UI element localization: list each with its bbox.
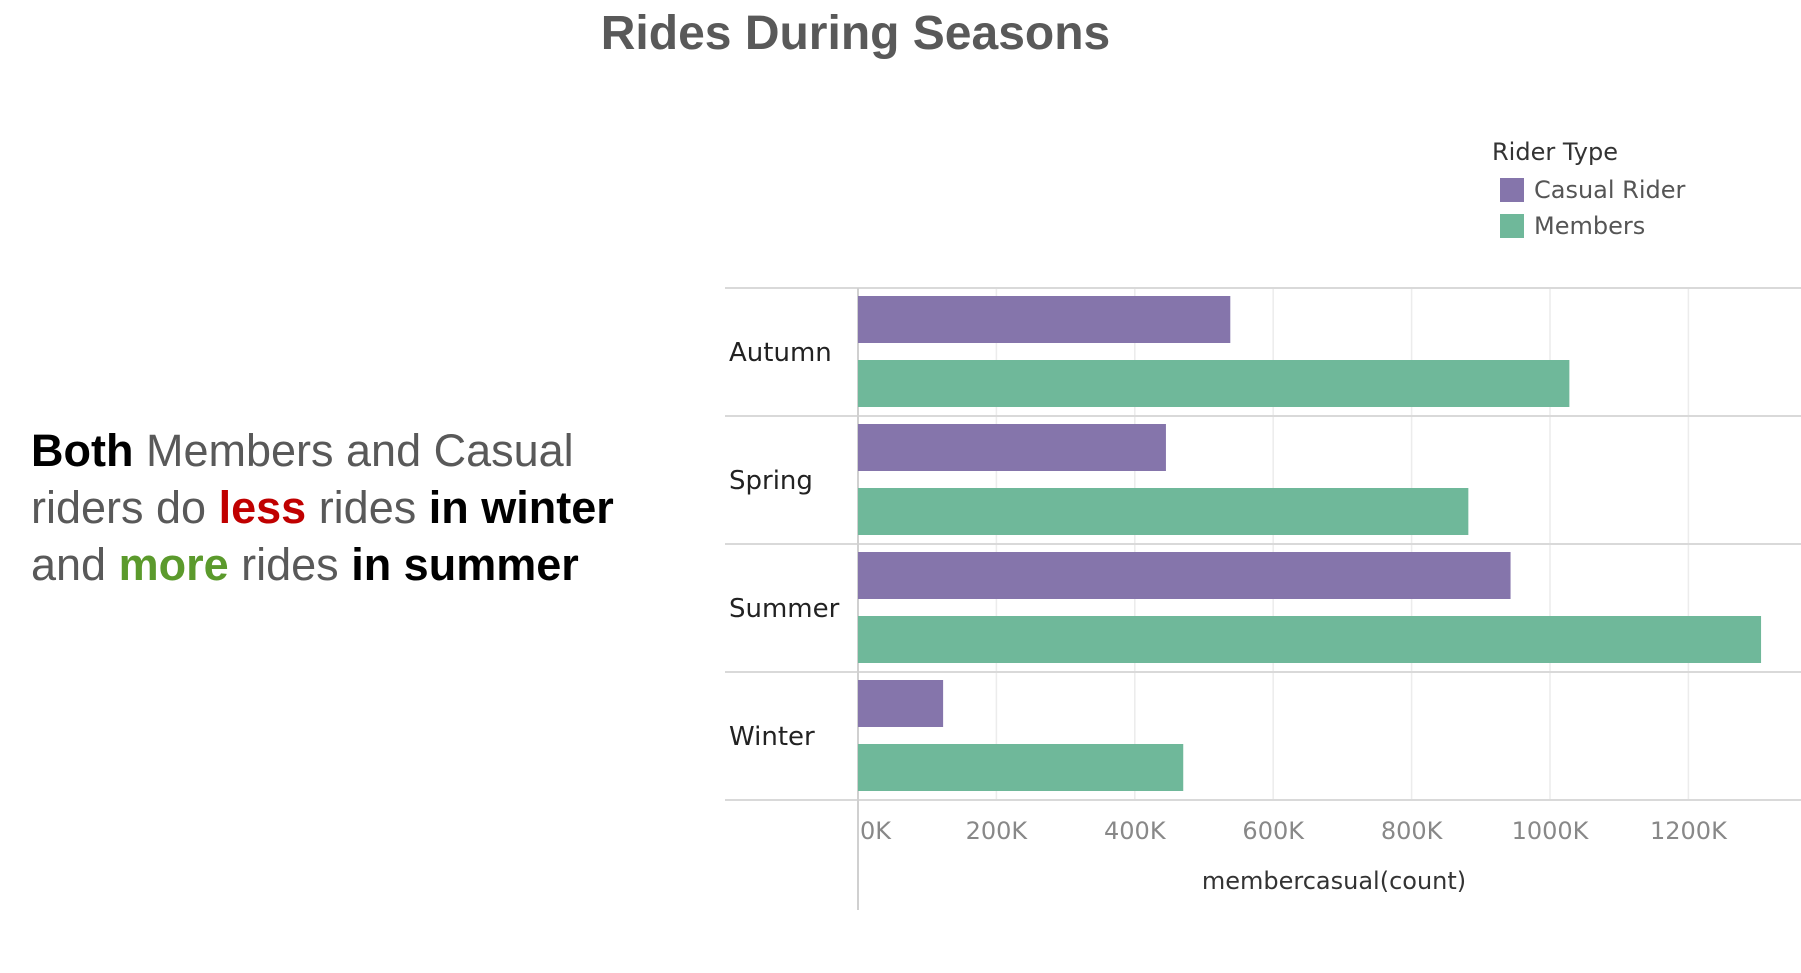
legend-swatch-members xyxy=(1500,214,1524,238)
annotation-text-4: rides xyxy=(228,539,352,590)
annotation-both: Both xyxy=(31,425,134,476)
bar-autumn-members xyxy=(858,360,1570,407)
category-label-autumn: Autumn xyxy=(729,338,832,368)
insight-annotation: Both Members and Casual riders do less r… xyxy=(31,422,631,593)
annotation-text-1: Members and Casual riders do xyxy=(31,425,574,533)
legend-title: Rider Type xyxy=(1492,138,1618,166)
annotation-more: more xyxy=(118,539,229,590)
tick-label-1200k: 1200K xyxy=(1650,817,1728,845)
bar-spring-members xyxy=(858,488,1469,535)
legend-item-members: Members xyxy=(1492,208,1685,244)
legend-label-casual-rider: Casual Rider xyxy=(1534,176,1686,204)
annotation-in-summer: in summer xyxy=(351,539,579,590)
legend-label-members: Members xyxy=(1534,212,1646,240)
chart-title: Rides During Seasons xyxy=(600,7,1111,60)
tick-label-1000k: 1000K xyxy=(1512,817,1590,845)
legend: Rider Type Casual Rider Members xyxy=(1492,138,1685,244)
category-label-summer: Summer xyxy=(729,594,840,624)
bar-spring-casual-rider xyxy=(858,424,1166,471)
bar-autumn-casual-rider xyxy=(858,296,1231,343)
x-axis-title: membercasual(count) xyxy=(1202,867,1466,895)
bar-winter-casual-rider xyxy=(858,680,944,727)
annotation-text-2: rides xyxy=(306,482,429,533)
tick-label-800k: 800K xyxy=(1381,817,1444,845)
tick-label-600k: 600K xyxy=(1242,817,1305,845)
bar-summer-members xyxy=(858,616,1762,663)
tick-label-0k: 0K xyxy=(860,817,892,845)
category-label-winter: Winter xyxy=(729,722,815,752)
category-label-spring: Spring xyxy=(729,466,813,496)
bar-winter-members xyxy=(858,744,1184,791)
legend-item-casual-rider: Casual Rider xyxy=(1492,172,1685,208)
annotation-less: less xyxy=(218,482,307,533)
tick-label-400k: 400K xyxy=(1104,817,1167,845)
legend-swatch-casual-rider xyxy=(1500,178,1524,202)
annotation-text-3: and xyxy=(31,539,119,590)
tick-label-200k: 200K xyxy=(966,817,1029,845)
bar-summer-casual-rider xyxy=(858,552,1511,599)
annotation-in-winter: in winter xyxy=(428,482,614,533)
